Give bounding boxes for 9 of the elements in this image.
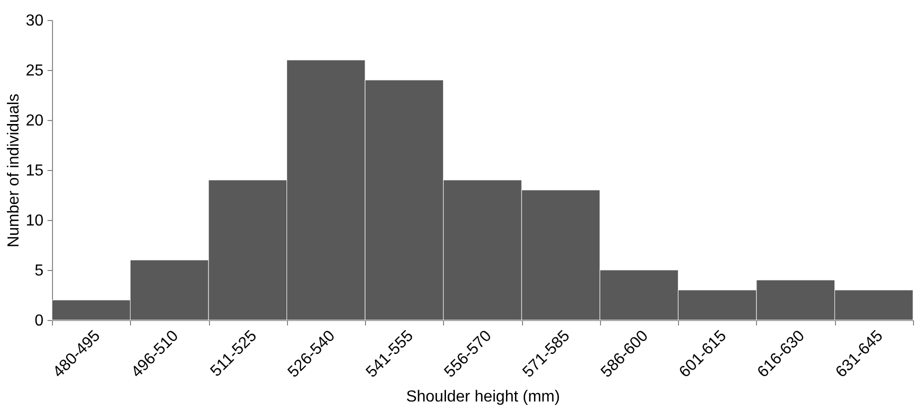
y-tick-label: 25 — [26, 62, 44, 80]
y-axis-title: Number of individuals — [6, 94, 23, 248]
y-tick-label: 5 — [34, 262, 44, 280]
y-tick-label: 20 — [26, 112, 44, 130]
y-tick-label: 0 — [34, 312, 44, 330]
x-axis-title: Shoulder height (mm) — [406, 388, 560, 406]
y-tick-label: 15 — [26, 162, 44, 180]
y-tick-label: 30 — [26, 12, 44, 30]
y-tick-label: 10 — [26, 212, 44, 230]
